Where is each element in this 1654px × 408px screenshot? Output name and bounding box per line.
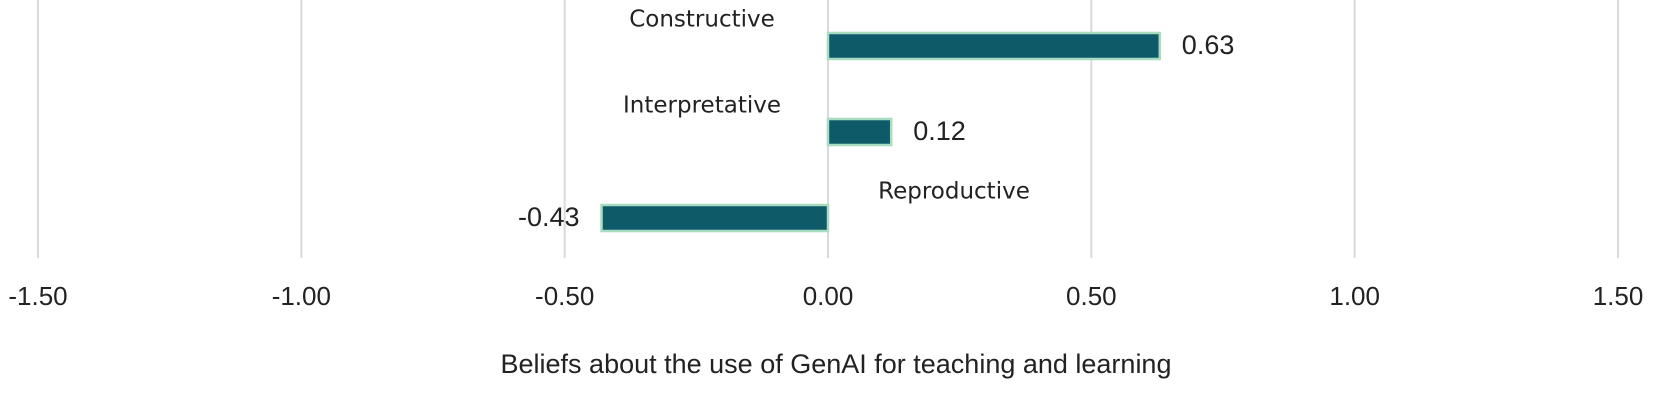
x-tick-label: 1.00 bbox=[1329, 281, 1380, 311]
value-label: 0.63 bbox=[1182, 30, 1235, 60]
x-tick-label: -1.50 bbox=[8, 281, 67, 311]
value-label: -0.43 bbox=[518, 202, 580, 232]
category-label: Interpretative bbox=[623, 93, 781, 119]
category-label: Constructive bbox=[629, 7, 775, 33]
bar bbox=[826, 31, 1162, 61]
x-tick-label: 0.50 bbox=[1066, 281, 1117, 311]
x-tick-label: -1.00 bbox=[272, 281, 331, 311]
value-label: 0.12 bbox=[913, 116, 966, 146]
x-tick-label: 1.50 bbox=[1593, 281, 1644, 311]
x-tick-label: 0.00 bbox=[803, 281, 854, 311]
x-tick-label: -0.50 bbox=[535, 281, 594, 311]
bar bbox=[600, 203, 830, 233]
x-axis-label: Beliefs about the use of GenAI for teach… bbox=[501, 349, 1172, 379]
category-label: Reproductive bbox=[878, 179, 1030, 205]
bar bbox=[826, 117, 893, 147]
